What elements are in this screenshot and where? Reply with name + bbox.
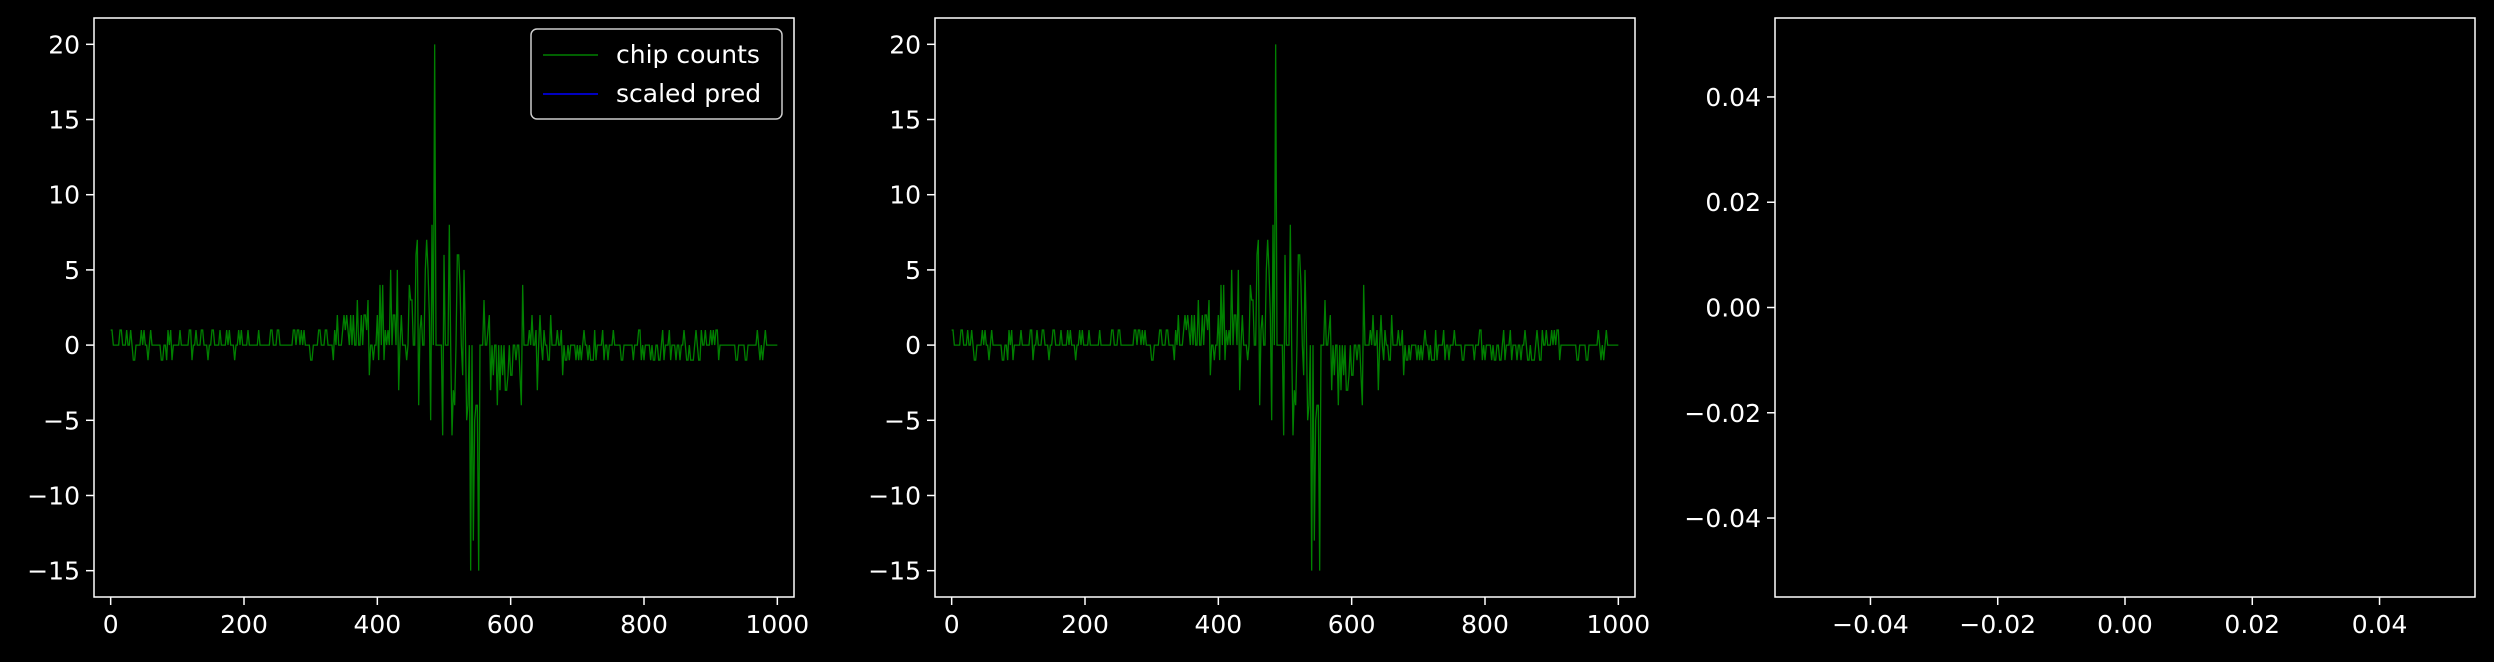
y-tick-label: 0.00 [1705, 294, 1761, 323]
chart-panel-3: −0.04 −0.02 0.00 0.02 0.04 −0.04 −0.02 0.00 0.02… [1684, 17, 2476, 639]
x-tick-label: 0.00 [2097, 610, 2153, 639]
x-tick-label: 0.02 [2224, 610, 2280, 639]
x-tick-label: 1000 [746, 610, 810, 639]
x-tick-label: 400 [353, 610, 401, 639]
y-tick-label: 15 [48, 106, 80, 135]
x-tick-label: −0.02 [1959, 610, 2036, 639]
y-tick-label: −10 [27, 481, 80, 510]
series-line-panel-2-trace-0 [951, 44, 1619, 571]
legend-label-chip-counts: chip counts [616, 40, 760, 69]
y-tick-label: 0 [905, 331, 921, 360]
y-tick-label: −15 [27, 557, 80, 586]
y-tick-label: −5 [43, 406, 80, 435]
y-tick-label: 20 [48, 30, 80, 59]
x-tick-label: 600 [1328, 610, 1376, 639]
y-tick-label: 5 [64, 256, 80, 285]
y-tick-label: −5 [884, 406, 921, 435]
y-tick-label: 10 [889, 181, 921, 210]
y-tick-label: 0.02 [1705, 188, 1761, 217]
panel-2-marks [951, 44, 1619, 571]
x-tick-label: 0 [103, 610, 119, 639]
y-tick-label: 20 [889, 30, 921, 59]
x-tick-label: 200 [1061, 610, 1109, 639]
x-tick-label: 200 [220, 610, 268, 639]
y-tick-label: 5 [905, 256, 921, 285]
series-line-chip-counts [110, 44, 778, 571]
x-tick-label: −0.04 [1832, 610, 1909, 639]
panel-3-ticks: −0.04 −0.02 0.00 0.02 0.04 −0.04 −0.02 0.00 0.02… [1684, 83, 2407, 639]
y-tick-label: 15 [889, 106, 921, 135]
legend: chip counts scaled pred [530, 28, 783, 120]
chart-panel-1: 0 200 400 600 800 1000 −15 −10 −5 0 5 10 15 20 chip c… [27, 17, 809, 639]
panel-2-ticks: 0 200 400 600 800 1000 −15 −10 −5 0 5 10 15 20 [868, 30, 1650, 639]
y-tick-label: 0.04 [1705, 83, 1761, 112]
y-tick-label: −15 [868, 557, 921, 586]
y-tick-label: 10 [48, 181, 80, 210]
x-tick-label: 0 [944, 610, 960, 639]
chart-panel-2: 0 200 400 600 800 1000 −15 −10 −5 0 5 10 15 20 [868, 17, 1650, 639]
y-tick-label: −0.02 [1684, 399, 1761, 428]
legend-box [530, 28, 783, 120]
y-tick-label: −0.04 [1684, 504, 1761, 533]
x-tick-label: 400 [1194, 610, 1242, 639]
y-tick-label: 0 [64, 331, 80, 360]
x-tick-label: 800 [620, 610, 668, 639]
y-tick-label: −10 [868, 481, 921, 510]
x-tick-label: 1000 [1587, 610, 1651, 639]
panel-1-ticks: 0 200 400 600 800 1000 −15 −10 −5 0 5 10 15 20 [27, 30, 809, 639]
x-tick-label: 800 [1461, 610, 1509, 639]
panel-2-frame [934, 17, 1636, 598]
panel-1-frame [93, 17, 795, 598]
x-tick-label: 0.04 [2352, 610, 2408, 639]
x-tick-label: 600 [487, 610, 535, 639]
panel-1-marks [110, 44, 778, 571]
legend-label-scaled-pred: scaled pred [616, 79, 761, 108]
